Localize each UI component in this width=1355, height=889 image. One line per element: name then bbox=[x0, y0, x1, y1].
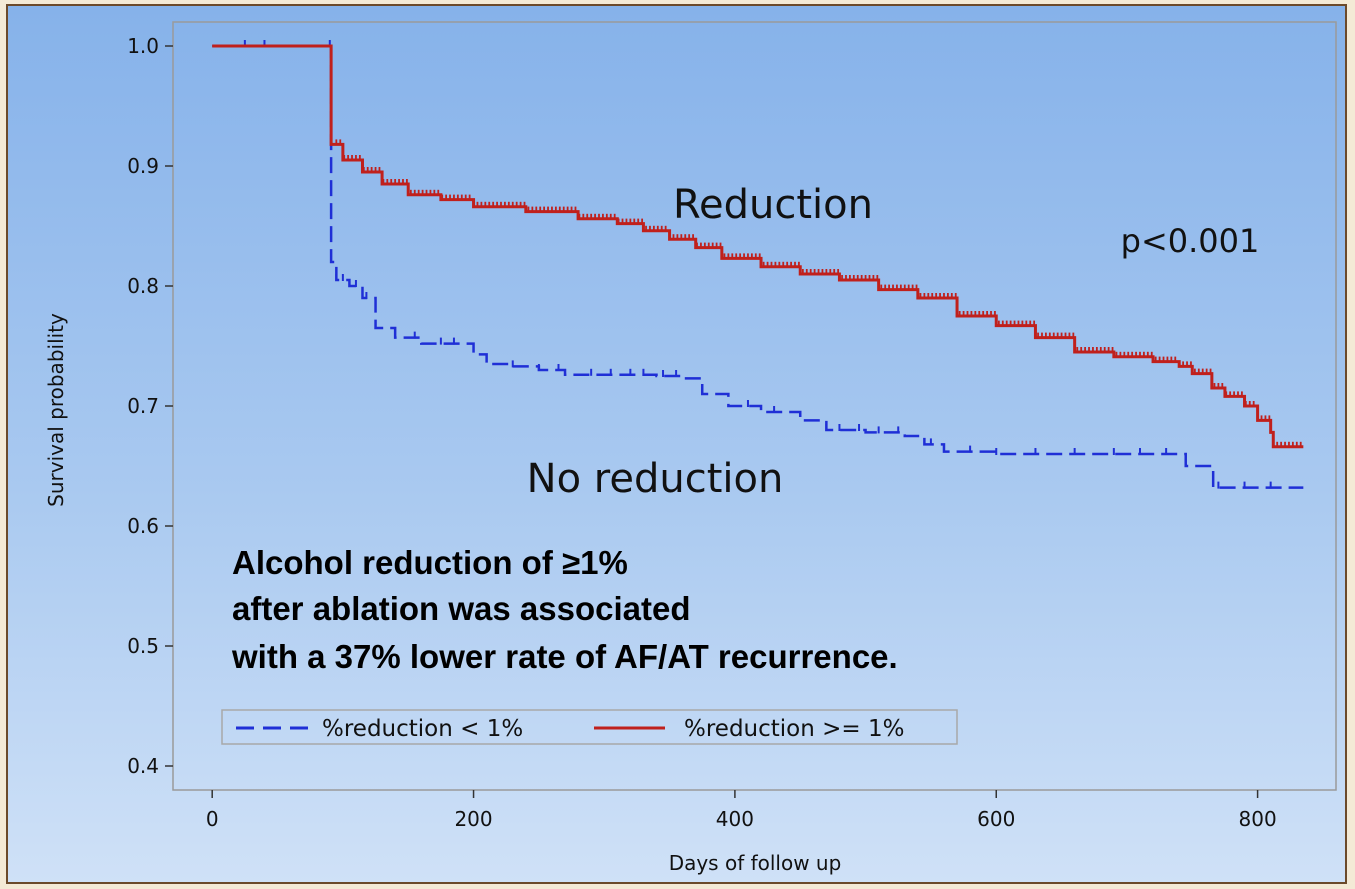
legend-label-red: %reduction >= 1% bbox=[684, 716, 905, 742]
callout-line-3: with a 37% lower rate of AF/AT recurrenc… bbox=[231, 638, 898, 675]
x-tick-label: 0 bbox=[206, 807, 219, 831]
y-tick-label: 0.6 bbox=[127, 514, 159, 538]
x-tick-label: 200 bbox=[454, 807, 492, 831]
y-tick-label: 0.8 bbox=[127, 274, 159, 298]
legend: %reduction < 1% %reduction >= 1% bbox=[221, 709, 958, 745]
x-tick-label: 800 bbox=[1239, 807, 1277, 831]
legend-box bbox=[221, 709, 958, 745]
x-axis: 0 200 400 600 800 bbox=[206, 790, 1277, 831]
y-tick-label: 1.0 bbox=[127, 34, 159, 58]
reduction-annotation: Reduction bbox=[673, 182, 873, 228]
callout-line-2: after ablation was associated bbox=[232, 590, 691, 627]
y-tick-label: 0.7 bbox=[127, 394, 159, 418]
x-tick-label: 400 bbox=[716, 807, 754, 831]
y-tick-label: 0.5 bbox=[127, 634, 159, 658]
y-axis-title: Survival probability bbox=[44, 313, 68, 507]
series-layer bbox=[212, 40, 1304, 489]
legend-label-blue: %reduction < 1% bbox=[322, 716, 523, 742]
x-tick-label: 600 bbox=[977, 807, 1015, 831]
y-tick-label: 0.4 bbox=[127, 754, 159, 778]
p-value-annotation: p<0.001 bbox=[1121, 222, 1260, 260]
x-axis-title: Days of follow up bbox=[669, 851, 842, 875]
series-no-reduction-line bbox=[212, 44, 1304, 489]
y-axis: 0.4 0.5 0.6 0.7 0.8 0.9 1.0 bbox=[127, 34, 173, 778]
chart-frame bbox=[6, 4, 1347, 884]
y-tick-label: 0.9 bbox=[127, 154, 159, 178]
no-reduction-annotation: No reduction bbox=[527, 456, 784, 502]
callout-line-1: Alcohol reduction of ≥1% bbox=[232, 544, 628, 581]
